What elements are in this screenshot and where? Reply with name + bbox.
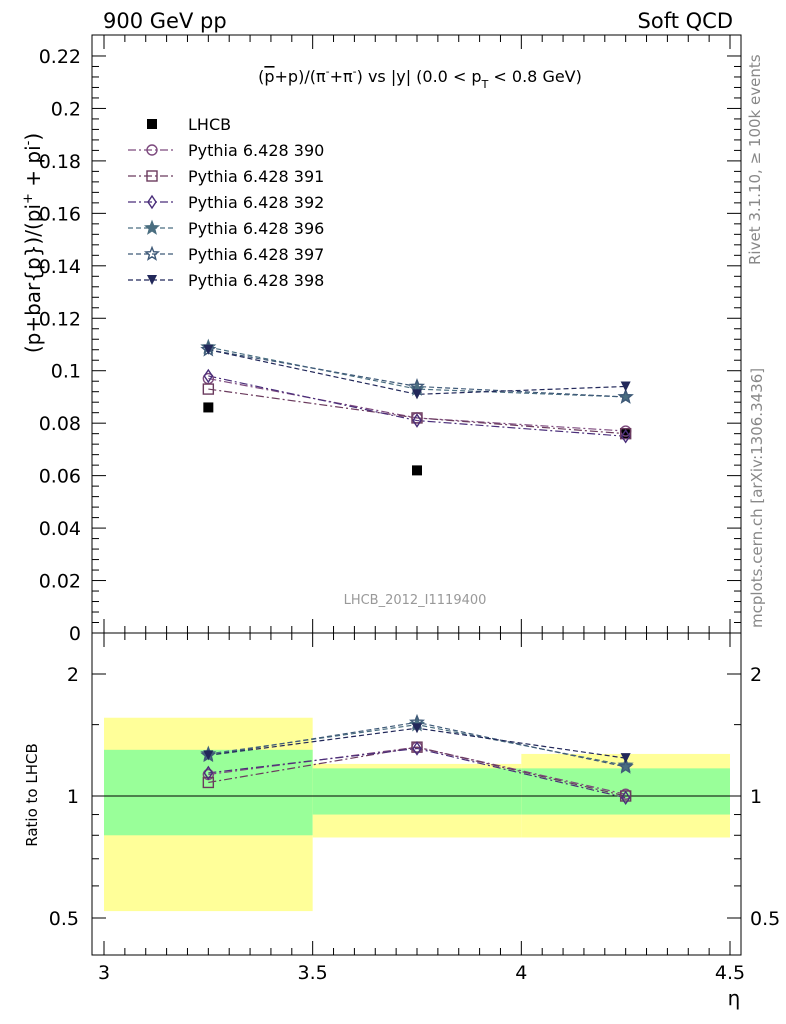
legend-marker [146,170,158,182]
legend-item-c391: Pythia 6.428 391 [128,167,324,186]
ratio-point-c398 [620,753,631,764]
main-y-tick-label: 0.08 [39,413,81,435]
ratio-point-c392 [203,765,214,781]
main-y-tick-label: 0.14 [39,256,81,278]
x-tick-label: 3.5 [298,962,328,984]
ratio-y-tick-label: 0.5 [49,908,79,930]
main-point-data [620,428,631,439]
legend-item-c396: Pythia 6.428 396 [128,219,324,238]
main-y-tick-label: 0.02 [39,571,81,593]
main-y-tick-label: 0.1 [51,361,81,383]
header-right-label: Soft QCD [638,9,733,33]
ratio-y-tick-label-right: 0.5 [750,908,780,930]
main-y-tick-label: 0.12 [39,308,81,330]
header-left-label: 900 GeV pp [103,9,227,33]
main-axis-ticks [92,35,741,634]
main-point-c398 [203,344,214,355]
ratio-band-green [312,768,522,815]
ratio-y-tick-label-right: 2 [750,664,762,686]
legend-marker [147,194,157,210]
ratio-point-c398 [412,723,422,734]
ratio-y-tick-label: 2 [67,664,79,686]
legend-label: Pythia 6.428 392 [188,193,324,212]
main-line-c392 [208,375,626,437]
main-line-c398 [208,349,626,395]
watermark-label: LHCB_2012_I1119400 [344,593,487,608]
legend-item-c398: Pythia 6.428 398 [128,271,324,290]
ratio-point-c392 [620,790,631,806]
legend-marker [143,219,161,235]
main-point-c397 [617,388,634,404]
side-label-top: Rivet 3.1.10, ≥ 100k events [746,54,764,265]
ratio-plot-panel: 0.5 0.5 1 1 2 2 3 3.5 4 4.5 Ratio to LHCB η [23,632,780,1010]
legend-marker [143,245,161,261]
ratio-y-tick-labels: 0.5 0.5 1 1 2 2 [49,664,780,930]
main-y-tick-label: 0.18 [39,151,81,173]
legend-label: LHCB [188,115,231,134]
legend-item-c390: Pythia 6.428 390 [128,141,324,160]
main-y-tick-labels: 0 0.02 0.04 0.06 0.08 0.1 0.12 0.14 0.16 0.18 0.2 0… [39,46,81,645]
x-axis-label: η [728,986,741,1010]
main-point-data [203,402,214,413]
main-point-c397 [408,378,426,394]
ratio-series-markers [200,713,634,806]
ratio-point-c396 [617,756,634,773]
main-point-c391 [202,383,215,395]
main-series-markers [200,338,634,476]
main-point-c391 [411,412,423,424]
main-y-tick-label: 0.06 [39,466,81,488]
ratio-line-c391 [208,746,626,797]
main-y-tick-label: 0.04 [39,518,81,540]
x-tick-label: 3 [98,962,110,984]
main-y-tick-label: 0.22 [39,46,81,68]
ratio-y-tick-label: 1 [67,786,79,808]
main-point-c391 [619,427,632,440]
main-point-data [412,465,422,476]
legend-label: Pythia 6.428 391 [188,167,324,186]
main-y-tick-label: 0.16 [39,203,81,225]
main-line-c391 [208,388,626,435]
ratio-plot-frame [91,632,742,956]
legend: LHCB Pythia 6.428 390 Pythia 6.428 391 Pyth… [128,115,324,290]
side-label-bottom: mcplots.cern.ch [arXiv:1306.3436] [748,368,766,628]
main-point-c398 [412,389,422,400]
main-plot-panel: 0 0.02 0.04 0.06 0.08 0.1 0.12 0.14 0.16 0.18 0.2 0… [21,34,742,645]
x-tick-labels: 3 3.5 4 4.5 [98,962,745,984]
ratio-point-c392 [412,741,422,756]
main-title: (p+p)/(π-+π-) vs |y| (0.0 < pT < 0.8 GeV… [258,65,582,91]
main-point-c392 [412,413,422,428]
legend-marker [147,119,157,129]
legend-label: Pythia 6.428 397 [188,245,324,264]
legend-label: Pythia 6.428 396 [188,219,324,238]
ratio-band-green [104,749,313,836]
legend-item-data: LHCB [147,115,231,134]
main-point-c392 [620,429,631,444]
main-y-tick-label: 0 [69,623,81,645]
legend-marker [147,275,157,285]
main-point-c392 [203,368,214,384]
ratio-point-c391 [202,776,215,789]
legend-marker [146,144,158,156]
ratio-y-tick-label-right: 1 [750,786,762,808]
ratio-line-c392 [208,747,626,799]
main-y-tick-label: 0.2 [51,98,81,120]
ratio-point-c397 [617,758,634,774]
ratio-axis-ticks [92,633,741,955]
legend-label: Pythia 6.428 390 [188,141,324,160]
x-tick-label: 4 [515,962,527,984]
legend-item-c392: Pythia 6.428 392 [128,193,324,212]
ratio-point-c398 [203,750,214,761]
legend-item-c397: Pythia 6.428 397 [128,245,324,264]
x-tick-label: 4.5 [715,962,745,984]
main-point-c398 [620,381,631,392]
main-y-axis-label: (p+bar{p})/(pi+ + pi-) [21,133,45,353]
ratio-y-axis-label: Ratio to LHCB [23,743,41,847]
legend-label: Pythia 6.428 398 [188,271,324,290]
